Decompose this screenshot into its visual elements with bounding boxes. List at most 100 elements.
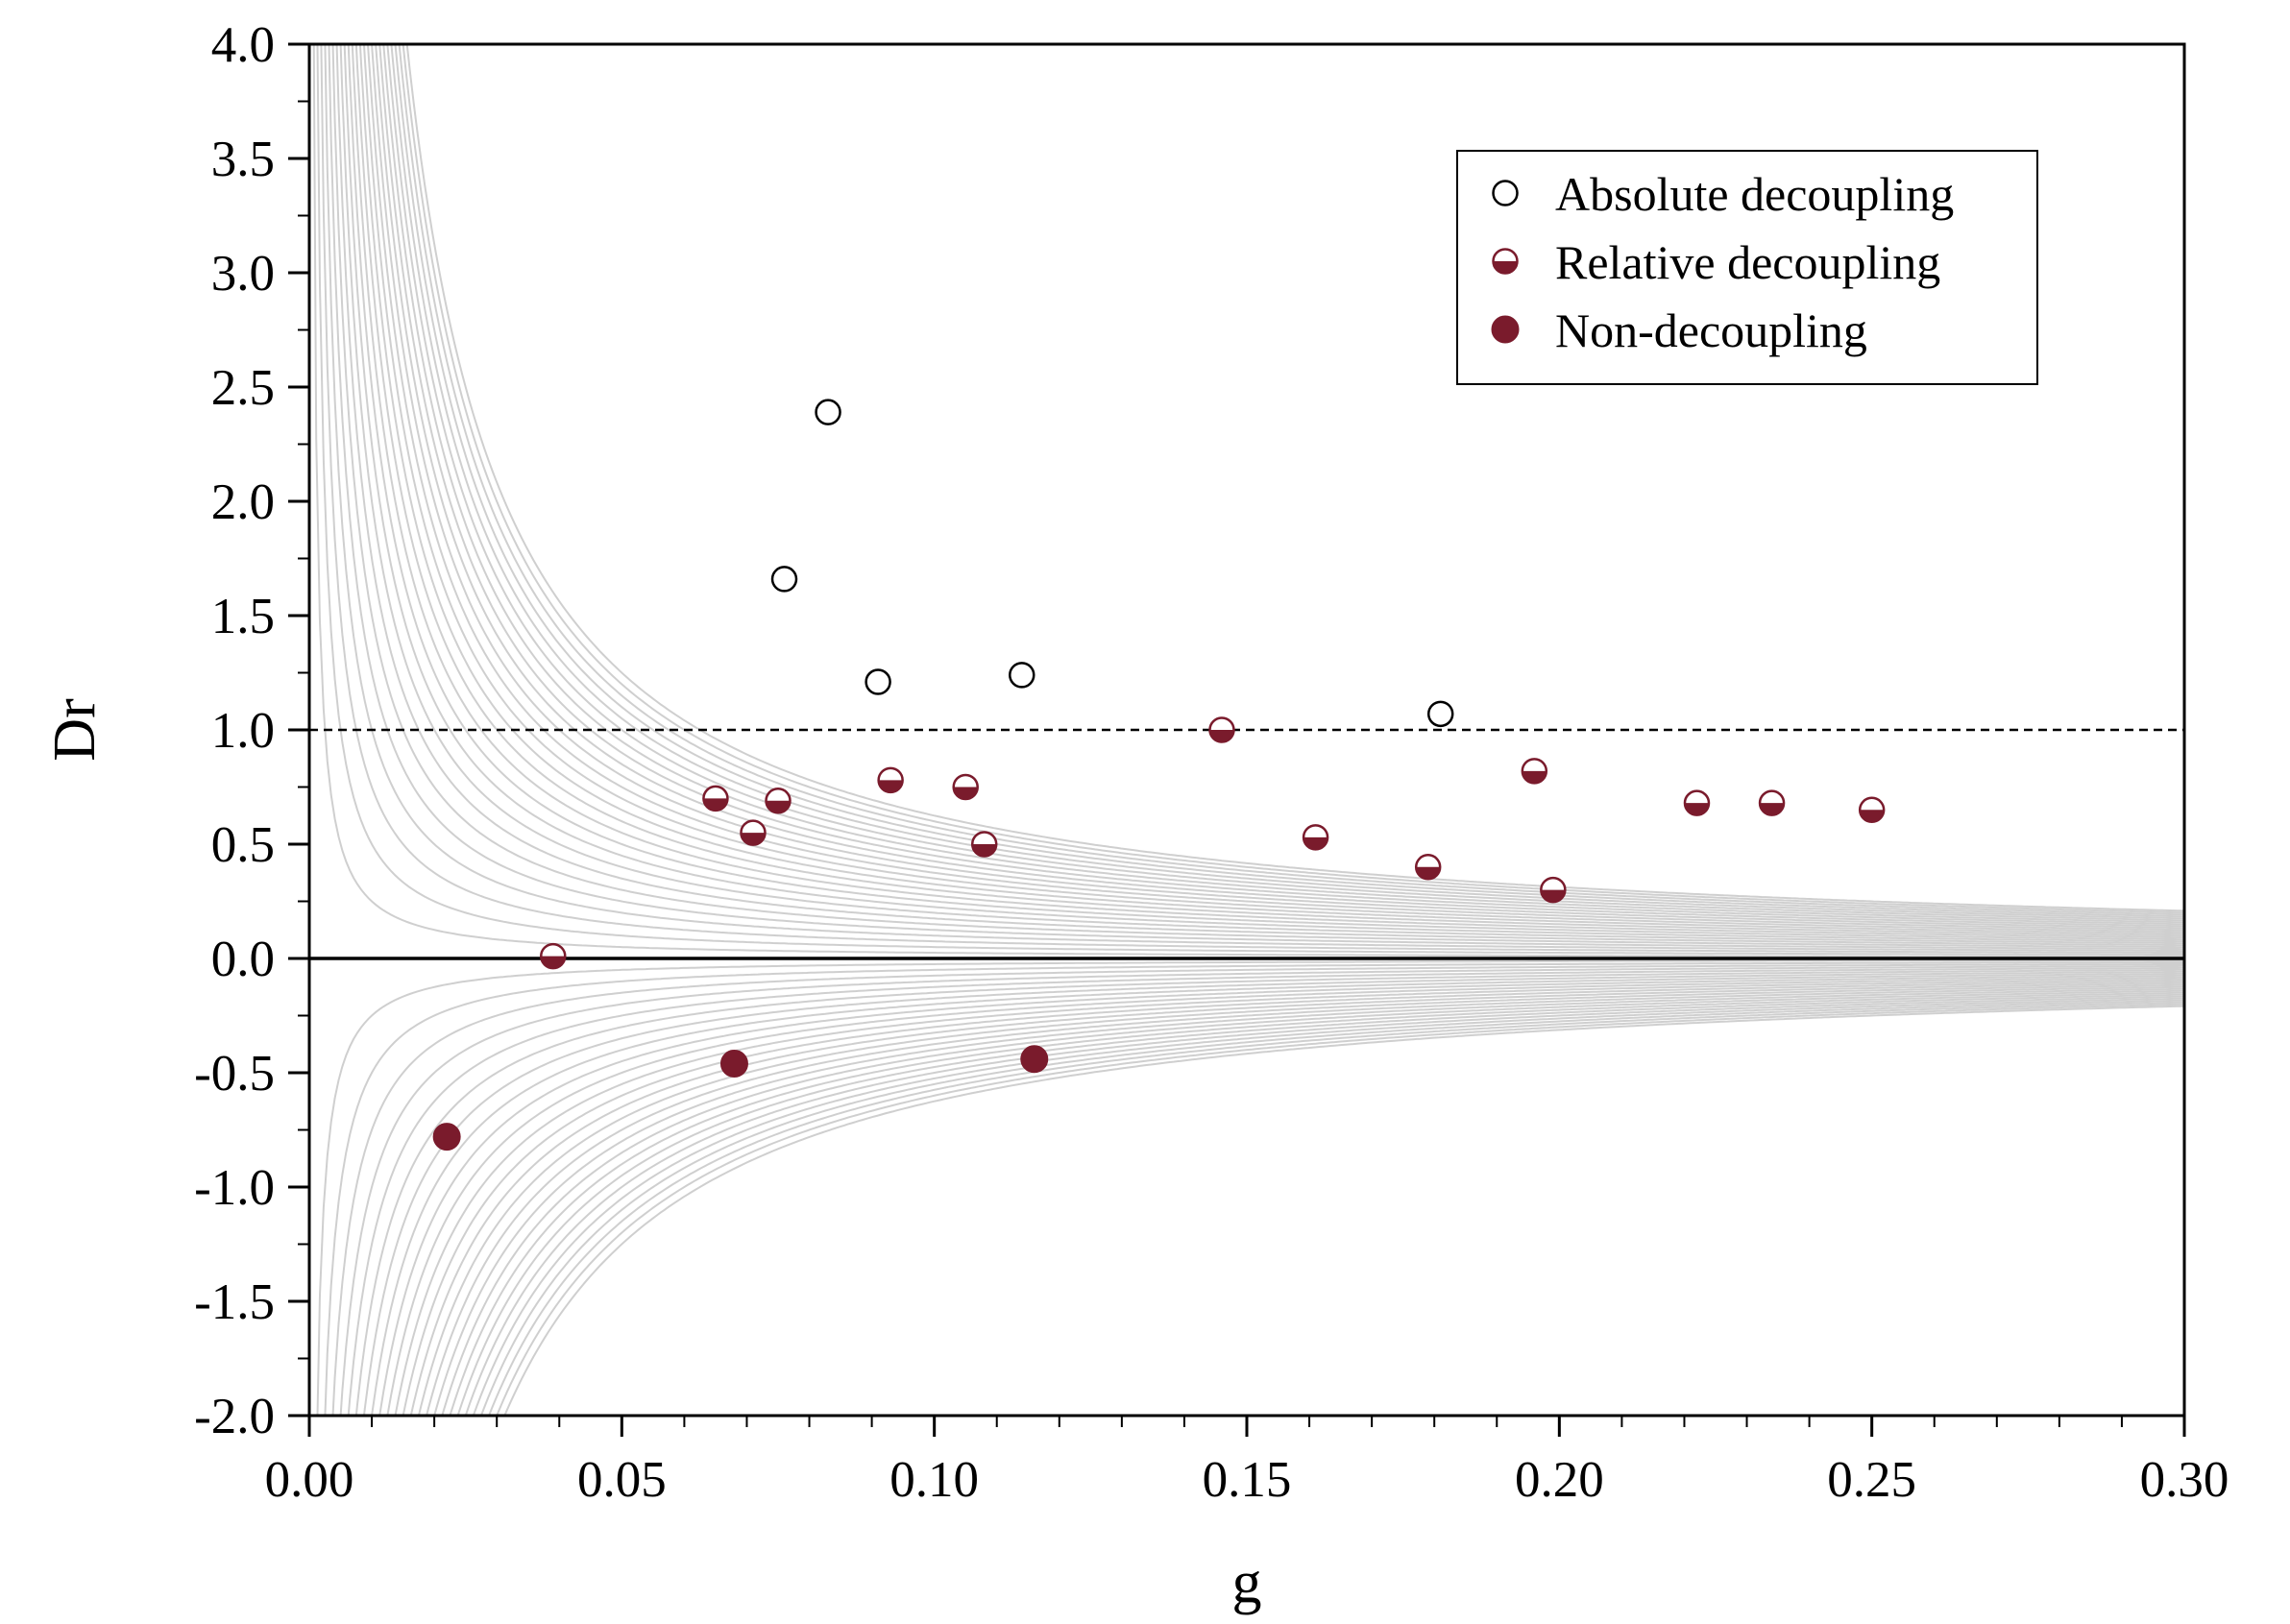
legend-marker-open-circle [1492,180,1519,206]
y-tick-label: -0.5 [194,1046,275,1102]
iso-curve-pos-3 [324,44,2184,953]
iso-curve-neg-24 [503,1005,2184,1416]
point-half-filled-circle-5 [970,831,998,858]
legend-label-non: Non-decoupling [1555,303,1867,357]
point-half-filled-circle-11 [1683,789,1711,816]
point-open-circle-0 [815,399,841,425]
x-tick-label: 0.25 [1827,1452,1916,1508]
point-filled-circle-1 [719,1049,748,1078]
iso-curve-pos-8 [343,44,2184,943]
y-tick-label: 0.5 [211,817,275,873]
point-half-filled-circle-14 [540,942,567,970]
point-half-filled-circle-4 [952,773,979,801]
iso-curve-neg-5 [354,968,2184,1416]
x-tick-label: 0.15 [1203,1452,1292,1508]
iso-curve-pos-23 [402,44,2184,914]
iso-curve-pos-4 [328,44,2184,951]
legend-label-relative: Relative decoupling [1555,235,1940,289]
iso-curve-neg-2 [331,963,2184,1416]
legend-box [1456,150,2038,385]
point-half-filled-circle-13 [1858,796,1886,824]
legend-label-absolute: Absolute decoupling [1555,167,1954,221]
iso-curve-neg-17 [449,991,2184,1416]
point-open-circle-1 [770,566,798,593]
iso-curve-neg-23 [496,1003,2184,1416]
y-tick-label: 1.5 [211,589,275,644]
point-filled-circle-2 [1020,1045,1049,1074]
point-open-circle-2 [865,668,891,695]
y-tick-label: -1.5 [194,1274,275,1330]
point-half-filled-circle-9 [1521,758,1548,785]
y-tick-label: -1.0 [194,1160,275,1216]
iso-curve-neg-21 [479,999,2184,1416]
iso-curve-pos-24 [405,44,2184,912]
iso-curve-neg-16 [441,989,2184,1416]
x-tick-label: 0.05 [577,1452,667,1508]
point-half-filled-circle-6 [1208,716,1235,743]
iso-curve-pos-7 [339,44,2184,945]
iso-curve-pos-9 [347,44,2184,941]
point-half-filled-circle-2 [765,788,792,814]
iso-curve-pos-17 [378,44,2184,926]
y-tick-label: 0.0 [211,932,275,987]
y-tick-label: 2.0 [211,474,275,530]
iso-curve-pos-5 [331,44,2184,949]
iso-curve-neg-22 [487,1001,2184,1416]
point-half-filled-circle-1 [740,819,767,846]
iso-curve-neg-10 [394,978,2184,1416]
y-tick-label: 1.0 [211,703,275,759]
iso-curve-neg-8 [378,974,2184,1416]
iso-curve-pos-18 [382,44,2184,924]
point-open-circle-4 [1426,700,1454,728]
iso-curve-pos-12 [358,44,2184,935]
iso-curve-neg-9 [386,976,2184,1416]
iso-curve-neg-3 [339,964,2184,1416]
iso-curve-neg-4 [347,966,2184,1416]
y-tick-label: -2.0 [194,1389,275,1444]
iso-curve-neg-1 [324,961,2184,1416]
y-tick-label: 2.5 [211,360,275,416]
iso-curve-neg-14 [426,985,2184,1416]
background-iso-curves [312,44,2184,1416]
x-tick-label: 0.30 [2140,1452,2229,1508]
iso-curve-neg-15 [433,987,2184,1416]
iso-curve-neg-6 [362,970,2184,1416]
point-half-filled-circle-8 [1414,854,1442,881]
iso-curve-neg-11 [402,980,2184,1416]
point-half-filled-circle-7 [1302,824,1329,851]
iso-curve-pos-21 [394,44,2184,918]
legend: Absolute decoupling Relative decoupling … [1456,150,2038,385]
point-half-filled-circle-10 [1540,876,1567,904]
iso-curve-neg-18 [456,993,2184,1416]
iso-curve-pos-1 [316,44,2184,956]
iso-curve-pos-22 [398,44,2184,916]
iso-curve-pos-15 [371,44,2184,930]
iso-curve-neg-20 [472,997,2184,1416]
x-axis: 0.00 0.05 0.10 0.15 0.20 0.25 0.30 [265,1416,2229,1508]
iso-curve-neg-19 [464,995,2184,1416]
iso-curve-pos-2 [320,44,2184,955]
iso-curve-neg-0 [316,959,2184,1416]
iso-curve-pos-16 [375,44,2184,928]
x-tick-label: 0.00 [265,1452,354,1508]
data-points [432,399,1886,1151]
iso-curve-neg-7 [371,972,2184,1416]
iso-curve-pos-6 [335,44,2184,947]
x-tick-label: 0.20 [1515,1452,1604,1508]
reference-lines [309,728,2184,960]
iso-curve-pos-14 [367,44,2184,932]
x-axis-title: g [1232,1550,1262,1615]
iso-curve-pos-19 [386,44,2184,922]
iso-curve-neg-13 [417,983,2184,1416]
iso-curve-neg-12 [409,982,2184,1416]
y-axis-title: Dr [42,698,108,762]
point-half-filled-circle-0 [702,785,729,812]
iso-curve-pos-11 [354,44,2184,937]
iso-curve-pos-20 [390,44,2184,920]
y-tick-label: 4.0 [211,17,275,73]
point-half-filled-circle-12 [1758,789,1786,816]
point-half-filled-circle-3 [877,766,904,794]
legend-marker-filled-circle [1491,315,1520,344]
y-axis: -2.0 -1.5 -1.0 -0.5 0.0 0.5 1.0 1.5 2.0 2.5 3.0 3.5… [194,17,309,1444]
